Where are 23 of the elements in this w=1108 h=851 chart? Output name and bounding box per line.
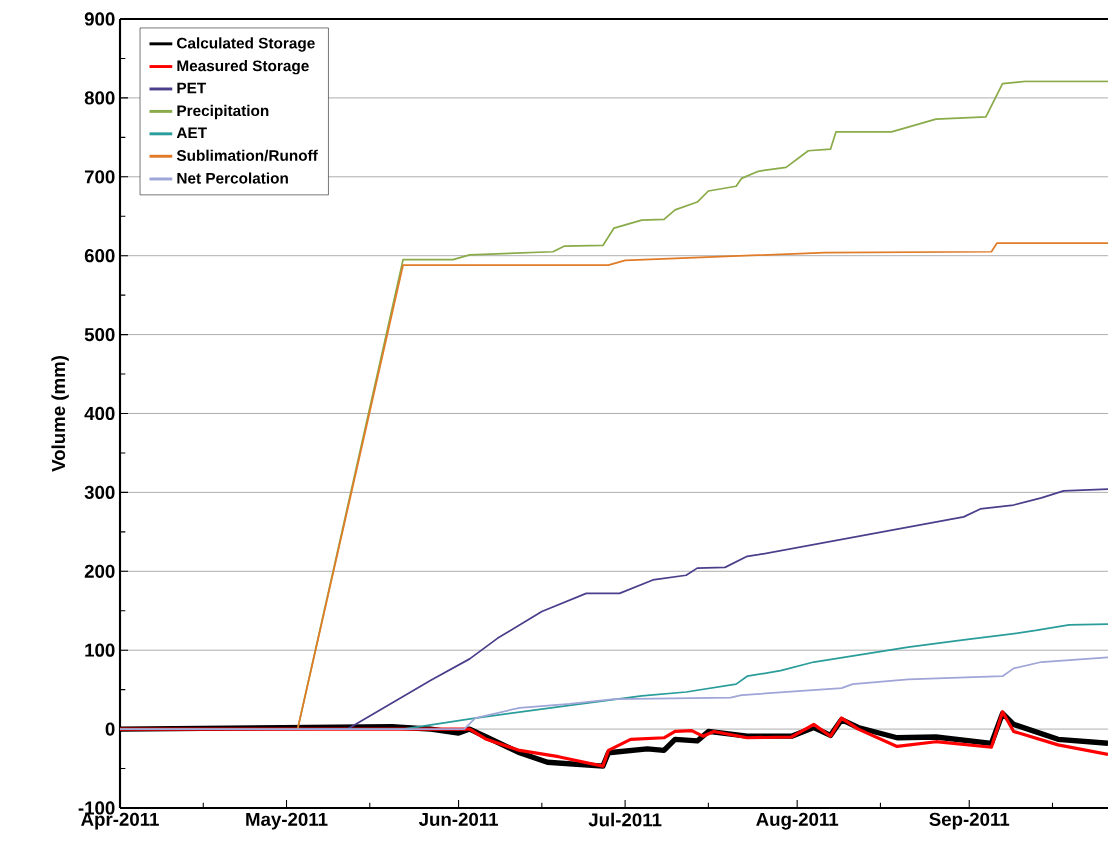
y-tick-label: 200	[84, 564, 115, 579]
y-tick-label: 300	[84, 485, 115, 500]
x-tick-label: Jun-2011	[418, 812, 499, 827]
legend-label: PET	[177, 82, 207, 94]
y-tick-label: 800	[84, 91, 115, 105]
y-tick-label: 900	[84, 12, 115, 26]
y-tick-label: 600	[84, 249, 115, 263]
legend-label: AET	[176, 127, 207, 139]
legend-label: Measured Storage	[177, 60, 309, 75]
y-tick-label: 500	[84, 328, 115, 342]
y-tick-label: 100	[85, 643, 115, 657]
legend-label: Net Percolation	[177, 172, 288, 184]
legend-label: Calculated Storage	[177, 37, 315, 52]
x-tick-label: Aug-2011	[756, 812, 839, 830]
legend-label: Sublimation/Runoff	[176, 149, 318, 162]
y-tick-label: 0	[105, 722, 115, 736]
y-tick-label: 400	[84, 407, 115, 421]
x-tick-label: Sep-2011	[929, 812, 1010, 830]
x-tick-label: May-2011	[246, 812, 328, 830]
y-tick-label: 700	[84, 170, 115, 184]
y-axis-title: Volume (mm)	[51, 356, 69, 472]
legend-label: Precipitation	[177, 105, 269, 120]
x-tick-label: Jul-2011	[588, 812, 662, 827]
